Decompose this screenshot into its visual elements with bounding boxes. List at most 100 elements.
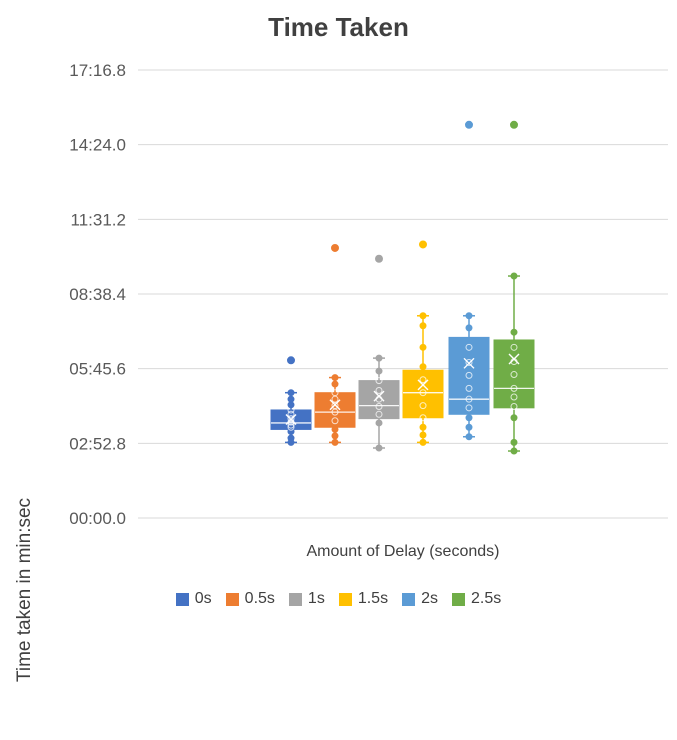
data-point (331, 432, 339, 440)
data-point (465, 343, 473, 351)
data-point (287, 389, 295, 397)
legend-label: 0s (194, 590, 212, 607)
data-point (375, 444, 383, 452)
data-point (510, 328, 518, 336)
legend-swatch (288, 592, 302, 606)
outlier-point (419, 240, 427, 249)
outlier-point (375, 254, 383, 263)
data-point (375, 410, 383, 418)
data-point (465, 404, 473, 412)
data-point (287, 410, 295, 418)
data-point (419, 431, 427, 439)
data-point (465, 414, 473, 422)
grid-layer (138, 69, 668, 519)
box-iqr (358, 380, 400, 420)
data-point (465, 395, 473, 403)
data-point (375, 367, 383, 375)
data-point (419, 438, 427, 446)
data-point (419, 376, 427, 384)
data-point (465, 324, 473, 332)
outlier-point (331, 243, 339, 252)
data-point (375, 403, 383, 411)
y-axis-ticks: 00:00.0 02:52.8 05:45.6 08:38.4 11:31.2 14:24… (69, 61, 126, 528)
y-tick-label: 17:16.8 (69, 61, 126, 80)
legend-label: 0.5s (244, 590, 275, 607)
chart-canvas: 00:00.0 02:52.8 05:45.6 08:38.4 11:31.2 14:24… (69, 61, 668, 528)
data-point (375, 377, 383, 385)
data-point (419, 414, 427, 422)
box-plots (270, 120, 535, 455)
mean-marker (417, 379, 429, 391)
box-iqr (493, 339, 535, 409)
data-point (465, 433, 473, 441)
data-point (331, 380, 339, 388)
data-point (465, 423, 473, 431)
y-tick-label: 14:24.0 (69, 136, 126, 155)
data-point (465, 371, 473, 379)
legend-label: 2s (421, 590, 438, 607)
legend-label: 1.5s (357, 590, 389, 607)
data-point (287, 415, 295, 423)
data-point (331, 425, 339, 433)
outlier-point (465, 120, 473, 129)
mean-marker (373, 390, 385, 402)
data-point (419, 363, 427, 371)
box-series-0s (270, 356, 312, 446)
data-point (375, 387, 383, 395)
data-point (510, 447, 518, 455)
outlier-point (510, 120, 518, 129)
legend-swatch (451, 592, 465, 606)
box-iqr (314, 392, 356, 428)
legend-item: 0s (175, 590, 212, 608)
data-point (287, 423, 295, 431)
data-point (510, 384, 518, 392)
box-series-0.5s (314, 243, 356, 446)
data-point (287, 401, 295, 409)
legend-label: 1s (307, 590, 325, 607)
legend-item: 1.5s (338, 590, 389, 608)
data-point (331, 389, 339, 397)
data-point (465, 312, 473, 320)
legend-label: 2.5s (470, 590, 502, 607)
y-tick-label: 11:31.2 (71, 210, 126, 229)
box-series-1.5s (402, 240, 444, 446)
mean-marker (329, 399, 341, 411)
legend-swatch (175, 592, 189, 606)
data-point (510, 343, 518, 351)
box-series-2.5s (493, 120, 535, 455)
box-series-2s (448, 120, 490, 441)
data-point (510, 414, 518, 422)
legend-item: 2s (402, 590, 438, 608)
mean-marker (463, 357, 475, 369)
data-point (419, 423, 427, 431)
legend-swatch (338, 592, 352, 606)
chart-title: Time Taken (268, 12, 409, 42)
data-point (419, 312, 427, 320)
data-point (419, 322, 427, 330)
data-point (419, 389, 427, 397)
legend: 0s 0.5s 1s 1.5s 2s 2.5s (0, 590, 677, 608)
box-iqr (448, 336, 490, 415)
y-tick-label: 05:45.6 (69, 360, 126, 379)
data-point (465, 358, 473, 366)
data-point (510, 438, 518, 446)
data-point (510, 403, 518, 411)
legend-swatch (402, 592, 416, 606)
data-point (287, 434, 295, 442)
data-point (510, 272, 518, 280)
box-iqr (402, 369, 444, 419)
y-tick-label: 08:38.4 (69, 285, 126, 304)
data-point (331, 438, 339, 446)
legend-item: 0.5s (225, 590, 275, 608)
y-tick-label: 02:52.8 (69, 434, 126, 453)
mean-marker (285, 413, 297, 425)
chart: 00:00.0 02:52.8 05:45.6 08:38.4 11:31.2 14:24… (0, 12, 677, 682)
data-point (419, 402, 427, 410)
legend-swatch (225, 592, 239, 606)
y-tick-label: 00:00.0 (69, 509, 126, 528)
data-point (375, 419, 383, 427)
box-series-1s (358, 254, 400, 452)
data-point (331, 374, 339, 382)
legend-item: 1s (288, 590, 325, 608)
data-point (419, 343, 427, 351)
